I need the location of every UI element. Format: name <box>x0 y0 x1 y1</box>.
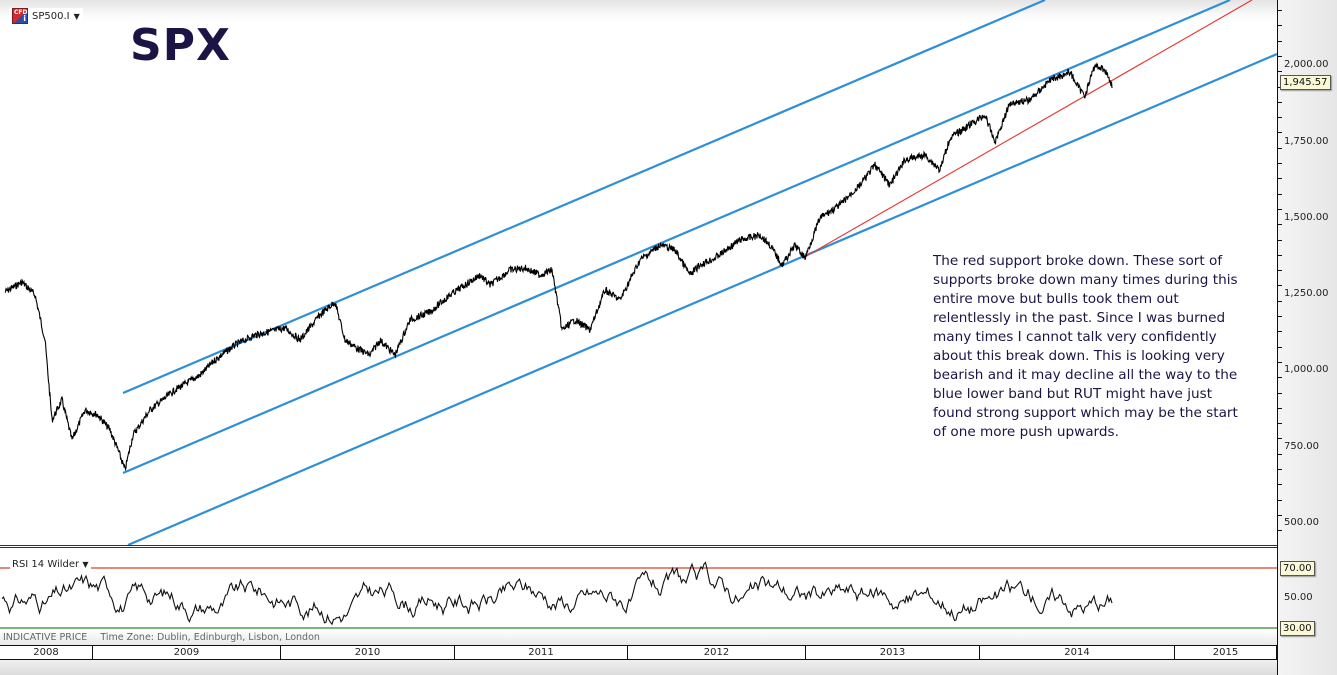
pane-divider[interactable] <box>0 545 1337 548</box>
year-label-2012: 2012 <box>628 646 806 659</box>
last-price-tag: 1,945.57 <box>1280 75 1331 90</box>
red-support-line[interactable] <box>802 0 1253 259</box>
axis-tick <box>1277 423 1282 425</box>
axis-tick <box>1277 101 1282 103</box>
year-label-2011: 2011 <box>455 646 628 659</box>
axis-tick <box>1277 132 1282 134</box>
footer-note: INDICATIVE PRICE Time Zone: Dublin, Edin… <box>3 632 330 643</box>
rsi-level-tag: 70.00 <box>1280 561 1315 576</box>
axis-tick <box>1277 392 1282 394</box>
rsi-footer-band <box>0 630 1277 645</box>
rsi-level-tag: 30.00 <box>1280 621 1315 636</box>
lower-channel-line[interactable] <box>127 52 1277 547</box>
scroll-bar[interactable] <box>0 660 1277 675</box>
price-line <box>4 62 1113 472</box>
axis-tick <box>1277 300 1282 302</box>
rsi-label: RSI 14 Wilder <box>12 559 80 570</box>
axis-tick <box>1277 10 1282 11</box>
axis-tick <box>1277 285 1282 287</box>
axis-tick <box>1277 469 1282 470</box>
axis-tick <box>1277 530 1282 532</box>
axis-tick <box>1277 453 1282 455</box>
timezone-label: Time Zone: Dublin, Edinburgh, Lisbon, Lo… <box>100 632 320 643</box>
axis-tick <box>1277 71 1282 73</box>
price-type-label: INDICATIVE PRICE <box>3 632 88 643</box>
chart-title: SPX <box>130 20 231 71</box>
year-label-2014: 2014 <box>980 646 1175 659</box>
price-tick-label: 2,000.00 <box>1284 59 1329 71</box>
rsi-indicator-selector[interactable]: RSI 14 Wilder ▼ <box>10 559 91 570</box>
axis-tick <box>1277 407 1282 409</box>
year-label-2015: 2015 <box>1175 646 1277 659</box>
axis-tick <box>1277 438 1282 440</box>
middle-channel-line[interactable] <box>122 0 1231 475</box>
year-label-2009: 2009 <box>93 646 281 659</box>
rsi-tick-label: 50.00 <box>1284 592 1313 603</box>
year-label-2010: 2010 <box>281 646 455 659</box>
price-tick-label: 1,500.00 <box>1284 211 1329 223</box>
price-chart-canvas[interactable] <box>0 0 1277 675</box>
rsi-line <box>1 561 1113 626</box>
axis-tick <box>1277 316 1282 317</box>
chart-toolbar <box>0 0 1277 22</box>
axis-tick <box>1277 117 1282 119</box>
analysis-annotation: The red support broke down. These sort o… <box>933 253 1238 440</box>
axis-tick <box>1277 178 1282 180</box>
axis-tick <box>1277 254 1282 256</box>
axis-tick <box>1277 377 1282 379</box>
cfd-icon: CFD i <box>12 8 28 24</box>
axis-tick <box>1277 25 1282 27</box>
axis-tick <box>1277 499 1282 501</box>
price-tick-label: 1,000.00 <box>1284 364 1329 376</box>
symbol-selector[interactable]: CFD i SP500.I ▼ <box>9 8 83 24</box>
chevron-down-icon[interactable]: ▼ <box>82 560 89 569</box>
axis-tick <box>1277 346 1282 348</box>
symbol-name: SP500.I <box>32 10 70 22</box>
axis-tick <box>1277 270 1282 272</box>
price-tick-label: 1,250.00 <box>1284 288 1329 300</box>
x-axis-years[interactable]: 2008 2009 2010 2011 2012 2013 2014 2015 <box>0 645 1277 660</box>
axis-tick <box>1277 163 1282 164</box>
axis-tick <box>1277 224 1282 226</box>
axis-tick <box>1277 193 1282 195</box>
axis-tick <box>1277 40 1282 42</box>
axis-tick <box>1277 208 1282 210</box>
axis-tick <box>1277 55 1282 57</box>
year-label-2008: 2008 <box>0 646 93 659</box>
price-tick-label: 1,750.00 <box>1284 135 1329 147</box>
axis-tick <box>1277 484 1282 486</box>
price-tick-label: 750.00 <box>1284 440 1319 452</box>
axis-tick <box>1277 361 1282 363</box>
axis-tick <box>1277 86 1282 88</box>
axis-tick <box>1277 147 1282 149</box>
year-label-2013: 2013 <box>806 646 980 659</box>
price-tick-label: 500.00 <box>1284 517 1319 528</box>
axis-tick <box>1277 239 1282 241</box>
axis-tick <box>1277 331 1282 333</box>
chevron-down-icon[interactable]: ▼ <box>73 11 80 21</box>
axis-tick <box>1277 514 1282 516</box>
